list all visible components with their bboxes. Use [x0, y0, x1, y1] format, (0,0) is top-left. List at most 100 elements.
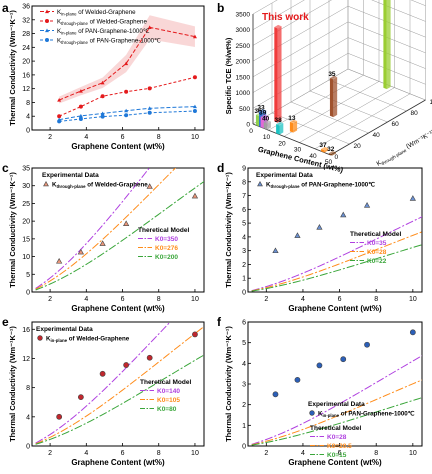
model-curve — [35, 322, 171, 444]
x-tick-label: 8 — [374, 450, 378, 457]
panel-letter-e: e — [2, 315, 9, 329]
z-axis-label-rest: (Wm⁻¹K⁻¹) — [404, 129, 432, 152]
data-point — [147, 86, 152, 91]
z-axis-label: Kthrough-plane (Wm⁻¹K⁻¹) — [376, 129, 432, 168]
x-tick-label: 2 — [48, 450, 52, 457]
x-tick-label: 10 — [263, 134, 271, 141]
bar — [276, 124, 280, 135]
experimental-data-label-main: K — [52, 182, 57, 189]
y-tick-label: 15 — [22, 236, 30, 243]
x-tick-label: 10 — [191, 134, 199, 141]
model-legend-label: K0=35 — [367, 240, 387, 247]
grid-line-floor — [299, 87, 395, 143]
data-point — [100, 94, 105, 99]
data-point — [123, 220, 130, 227]
series-line — [59, 110, 195, 122]
x-tick-label: 40 — [309, 153, 317, 160]
data-point — [316, 224, 323, 230]
y-tick-label: 1 — [242, 423, 246, 430]
y-tick-label: 0 — [246, 122, 250, 129]
x-tick-label: 50 — [325, 159, 333, 166]
x-tick-label: 6 — [338, 450, 342, 457]
x-tick-label: 8 — [374, 296, 378, 303]
bar-value-label: 39 — [259, 110, 267, 117]
data-point — [77, 248, 84, 255]
grid-line-left-wall — [252, 53, 349, 109]
bar-top — [274, 24, 282, 29]
x-tick-label: 0 — [249, 128, 253, 135]
bar-top — [276, 121, 284, 126]
x-tick-label: 20 — [278, 140, 286, 147]
z-tick-label: 0 — [335, 154, 339, 161]
panel-b-3d-bar-chart: 0500100015002000250030003500010203040500… — [224, 0, 432, 175]
model-curve — [35, 168, 177, 290]
experimental-data-title: Experimental Data — [36, 326, 93, 333]
y-tick-label: 8 — [26, 100, 30, 107]
experimental-data-label-rest: of Welded-Graphene — [67, 336, 130, 343]
plot-frame — [31, 5, 205, 131]
data-point — [364, 341, 370, 348]
y-tick-label: 36 — [22, 4, 30, 11]
grid-line-left-wall — [252, 0, 332, 46]
bar — [260, 116, 265, 129]
legend-label-main: K — [57, 9, 62, 16]
y-tick-label: 10 — [22, 254, 30, 261]
legend-label-rest: of PAN-Graphene-1000℃ — [88, 38, 161, 45]
model-legend-label: K0=80 — [157, 406, 177, 413]
grid-line-left-wall — [252, 5, 349, 62]
bar — [329, 78, 334, 118]
grid-line-back-wall — [410, 0, 426, 6]
data-point — [192, 331, 198, 338]
y-tick-label: 0 — [242, 444, 246, 451]
panel-letter-a: a — [2, 1, 9, 15]
data-point — [340, 356, 347, 363]
z-axis-label-sub: through-plane — [381, 148, 408, 167]
model-curve — [35, 168, 150, 289]
model-legend-title: Theretical Model — [310, 425, 361, 432]
data-point — [192, 34, 197, 39]
bar-value-label: 35 — [328, 71, 336, 78]
panel-letter-f: f — [217, 315, 222, 329]
panel-letter-d: d — [217, 161, 224, 175]
x-tick-label: 10 — [409, 296, 417, 303]
model-legend-label: K0=276 — [155, 245, 178, 252]
model-legend-label: K0=200 — [155, 254, 178, 261]
experimental-data-title: Experimental Data — [42, 172, 99, 179]
z-tick-label: 40 — [373, 132, 381, 139]
legend-label-sub: in-plane — [61, 12, 77, 17]
model-curve — [251, 216, 422, 292]
y-tick-label: 0 — [242, 290, 246, 297]
z-tick-label: 80 — [411, 110, 419, 117]
panel-d-model-fit-chart: 2 4 6 8 10 0 1 2 3 4 5 6 7 8 9 Graphene Content (wt%) Th… — [224, 166, 423, 313]
y-tick-label: 32 — [22, 17, 30, 24]
legend-marker — [45, 19, 49, 23]
y-tick-label: 4 — [242, 234, 246, 241]
x-tick-label: 2 — [264, 450, 268, 457]
bar-top — [263, 120, 271, 124]
model-curve — [251, 397, 422, 446]
data-point — [78, 104, 83, 109]
y-tick-label: 0 — [26, 128, 30, 135]
data-point — [57, 119, 62, 124]
data-point — [100, 80, 105, 85]
y-tick-label: 2000 — [236, 59, 251, 66]
bar-side — [386, 0, 391, 90]
experimental-data-label-main: K — [266, 182, 271, 189]
model-curve — [35, 181, 204, 291]
panel-letter-b: b — [217, 1, 224, 15]
data-point — [123, 362, 130, 368]
plot-frame — [31, 321, 205, 447]
model-curve — [35, 354, 204, 445]
data-point — [409, 329, 416, 336]
legend-label-rest: of Welded-Graphene — [77, 9, 137, 16]
y-tick-label: 0 — [26, 444, 30, 451]
plot-frame — [247, 167, 423, 293]
z-axis-line — [330, 99, 426, 156]
x-tick-label: 4 — [84, 296, 88, 303]
data-point — [56, 413, 63, 420]
legend-label-rest: of PAN-Graphene-1000℃ — [77, 28, 150, 35]
experimental-data-label-main: K — [318, 411, 323, 418]
x-axis-label: Graphene Content (wt%) — [71, 142, 165, 151]
y-axis-label: Thermal Conductivity (Wm⁻¹K⁻¹) — [8, 326, 17, 442]
